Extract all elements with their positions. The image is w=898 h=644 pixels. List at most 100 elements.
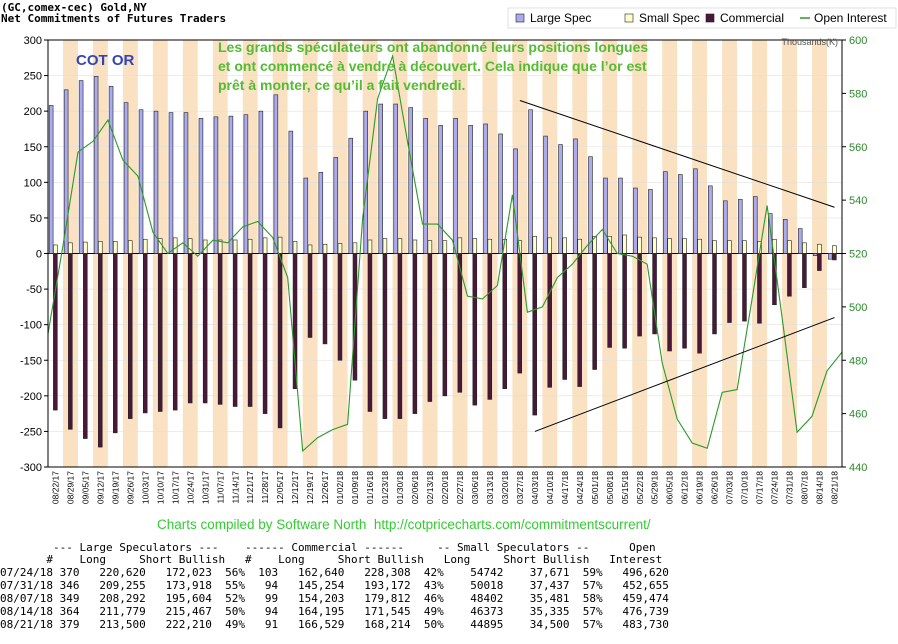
large-spec-bar <box>827 253 833 260</box>
x-tick-label: 12/05/17 <box>275 471 285 504</box>
small-spec-bar <box>652 237 657 254</box>
trendline <box>534 317 835 432</box>
large-spec-bar <box>318 172 324 254</box>
x-tick-label: 10/31/17 <box>200 471 210 504</box>
small-spec-bar <box>667 238 672 254</box>
left-tick-label: 150 <box>24 142 42 154</box>
large-spec-bar <box>738 199 743 254</box>
large-spec-bar <box>213 116 219 254</box>
table-header-1: --- Large Speculators --- ------ Commerc… <box>0 541 656 554</box>
small-spec-bar <box>307 244 313 254</box>
large-spec-bar <box>573 138 578 254</box>
commercial-bar <box>217 253 223 405</box>
x-tick-label: 09/12/17 <box>95 471 105 504</box>
commercial-bar <box>532 253 537 416</box>
table-row: 07/24/18 370 220,620 172,023 56% 103 162… <box>0 566 669 579</box>
chart-header-line1: (GC,comex-cec) Gold,NY <box>1 1 147 14</box>
x-tick-label: 04/10/18 <box>545 471 555 504</box>
small-spec-bar <box>262 237 268 254</box>
large-spec-bar <box>93 75 99 254</box>
chart-header-line2: Net Commitments of Futures Traders <box>1 12 227 25</box>
x-tick-label: 10/10/17 <box>155 471 165 504</box>
small-spec-bar <box>697 238 702 254</box>
commercial-bar <box>457 253 463 393</box>
large-spec-bar <box>483 123 488 254</box>
commercial-bar <box>277 253 283 429</box>
large-spec-bar <box>228 115 234 254</box>
small-spec-bar <box>322 243 328 254</box>
small-spec-bar <box>127 240 133 254</box>
commercial-bar <box>98 253 103 448</box>
large-spec-bar <box>48 105 54 254</box>
large-spec-bar <box>153 110 159 254</box>
small-spec-bar <box>382 238 388 254</box>
left-tick-label: -150 <box>20 355 42 367</box>
commercial-bar <box>547 253 552 388</box>
commercial-bar <box>787 253 792 297</box>
small-spec-bar <box>337 243 343 254</box>
right-tick-label: 500 <box>849 302 867 314</box>
commercial-bar <box>247 253 253 407</box>
small-spec-bar <box>277 236 283 254</box>
large-spec-bar <box>408 107 413 254</box>
small-spec-bar <box>472 238 478 254</box>
x-tick-label: 02/27/18 <box>455 471 465 504</box>
x-tick-label: 10/03/17 <box>140 471 150 504</box>
x-tick-label: 03/20/18 <box>500 471 510 504</box>
large-spec-bar <box>633 187 638 254</box>
table-row: 08/14/18 364 211,779 215,467 50% 94 164,… <box>0 605 669 618</box>
small-spec-bar <box>487 238 493 254</box>
left-tick-label: -300 <box>20 462 42 474</box>
x-tick-label: 05/15/18 <box>620 471 630 504</box>
commercial-bar <box>187 253 193 404</box>
x-tick-label: 05/08/18 <box>605 471 615 504</box>
commercial-bar <box>427 253 433 402</box>
x-tick-label: 08/07/18 <box>800 471 810 504</box>
large-spec-bar <box>528 109 533 254</box>
large-spec-bar <box>183 112 189 254</box>
commercial-bar <box>142 253 148 414</box>
large-spec-bar <box>333 157 339 254</box>
commercial-bar <box>337 253 343 361</box>
x-tick-label: 05/01/18 <box>590 471 600 504</box>
right-tick-label: 580 <box>849 88 867 100</box>
x-tick-label: 06/05/18 <box>665 471 675 504</box>
x-tick-label: 06/12/18 <box>680 471 690 504</box>
small-spec-bar <box>832 245 837 254</box>
left-tick-label: -200 <box>20 391 42 403</box>
commercial-bar <box>53 253 58 411</box>
commercial-bar <box>832 253 837 261</box>
large-spec-bar <box>603 177 608 254</box>
legend-label: Small Spec <box>639 11 700 25</box>
x-tick-label: 12/12/17 <box>290 471 300 504</box>
x-tick-label: 08/21/18 <box>830 471 840 504</box>
small-spec-bar <box>427 240 433 254</box>
small-spec-bar <box>68 242 73 254</box>
x-tick-label: 11/07/17 <box>215 471 225 504</box>
large-spec-bar <box>588 156 593 254</box>
large-spec-bar <box>782 219 788 254</box>
large-spec-bar <box>378 103 383 254</box>
x-tick-label: 01/30/18 <box>395 471 405 504</box>
right-tick-label: 600 <box>849 35 867 47</box>
small-spec-bar <box>622 234 627 254</box>
left-tick-label: 200 <box>24 106 42 118</box>
commercial-bar <box>517 253 523 374</box>
large-spec-bar <box>303 177 309 254</box>
commercial-bar <box>113 253 118 434</box>
large-spec-bar <box>513 148 518 254</box>
x-tick-label: 09/19/17 <box>110 471 120 504</box>
open-interest-line <box>47 53 843 453</box>
right-tick-label: 460 <box>849 409 867 421</box>
x-tick-label: 06/19/18 <box>695 471 705 504</box>
x-tick-label: 07/03/18 <box>725 471 735 504</box>
right-tick-label: 520 <box>849 249 867 261</box>
large-spec-bar <box>767 213 773 254</box>
commercial-bar <box>592 253 597 370</box>
small-spec-bar <box>113 241 118 254</box>
x-tick-label: 10/24/17 <box>185 471 195 504</box>
annotation-line: et ont commencé à vendre à découvert. Ce… <box>218 58 647 74</box>
commercial-bar <box>367 253 373 412</box>
commercial-bar <box>622 253 627 349</box>
commercial-bar <box>68 253 73 430</box>
